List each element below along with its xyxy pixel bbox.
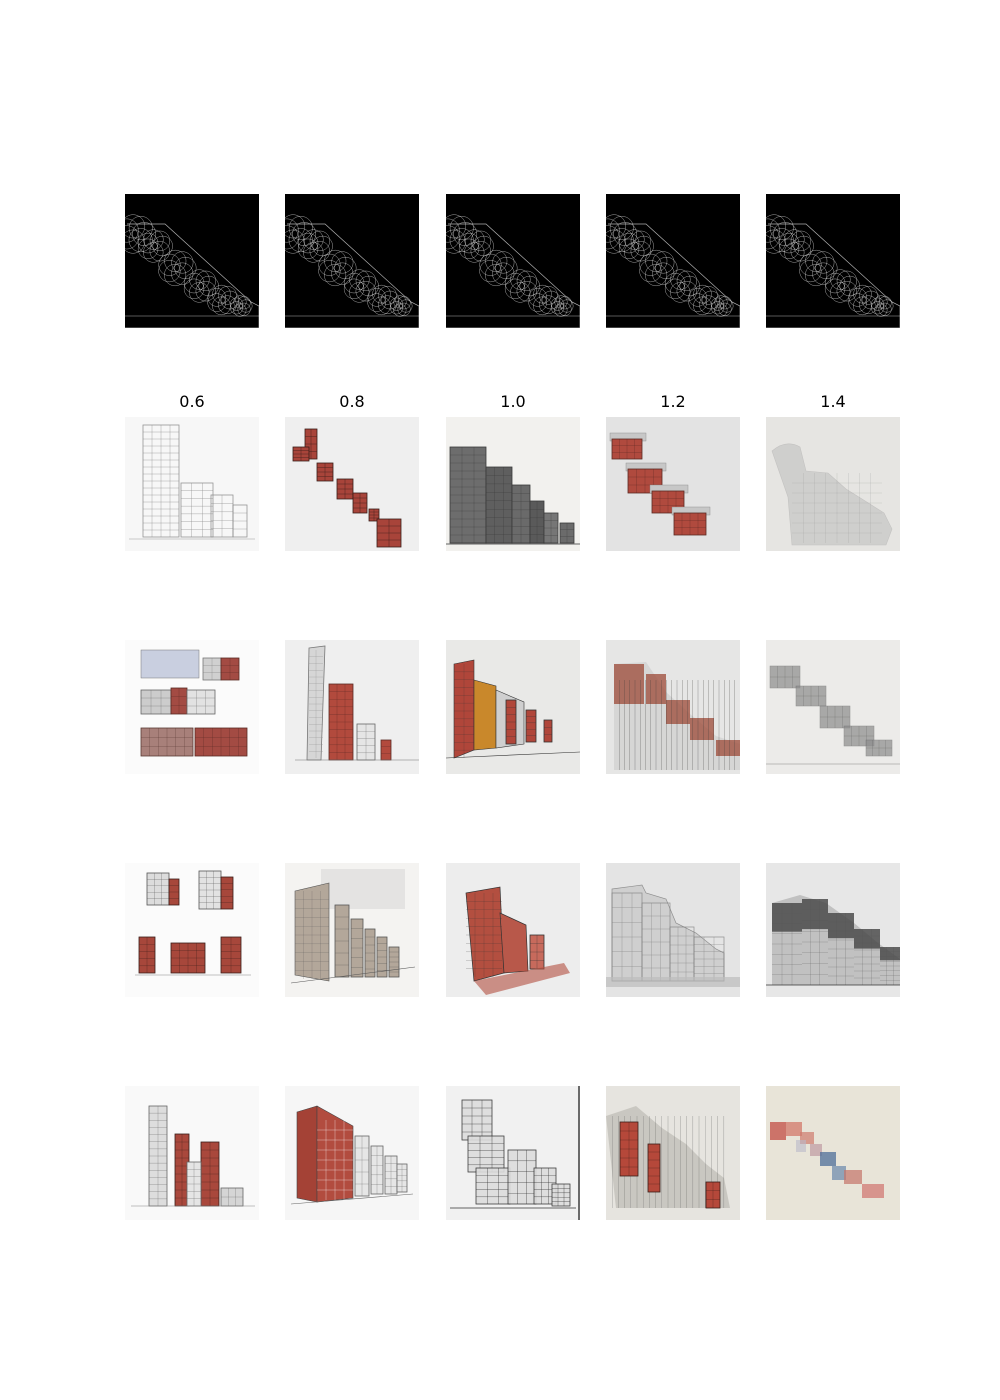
generated-image-r3-5 [766,863,900,997]
column-label-3: 1.0 [500,392,526,411]
generated-image-r3-2 [285,863,419,997]
generated-image-r1-3 [446,417,580,551]
column-label-2: 0.8 [339,392,365,411]
generated-image-r4-3 [446,1086,580,1220]
generated-image-r1-2 [285,417,419,551]
generated-image-r4-2 [285,1086,419,1220]
generated-image-r4-1 [125,1086,259,1220]
generated-image-r2-4 [606,640,740,774]
generated-image-r4-4 [606,1086,740,1220]
edge-map-image-5 [766,194,900,328]
generated-image-r1-4 [606,417,740,551]
edge-map-image-2 [285,194,419,328]
generated-image-r1-5 [766,417,900,551]
column-label-5: 1.4 [820,392,846,411]
edge-map-image-1 [125,194,259,328]
generated-image-r2-5 [766,640,900,774]
generated-image-r1-1 [125,417,259,551]
column-label-1: 0.6 [179,392,205,411]
generated-image-r3-3 [446,863,580,997]
edge-map-image-4 [606,194,740,328]
generated-image-r4-5 [766,1086,900,1220]
column-label-4: 1.2 [660,392,686,411]
generated-image-r2-3 [446,640,580,774]
generated-image-r2-1 [125,640,259,774]
generated-image-r3-4 [606,863,740,997]
generated-image-r3-1 [125,863,259,997]
generated-image-r2-2 [285,640,419,774]
edge-map-image-3 [446,194,580,328]
